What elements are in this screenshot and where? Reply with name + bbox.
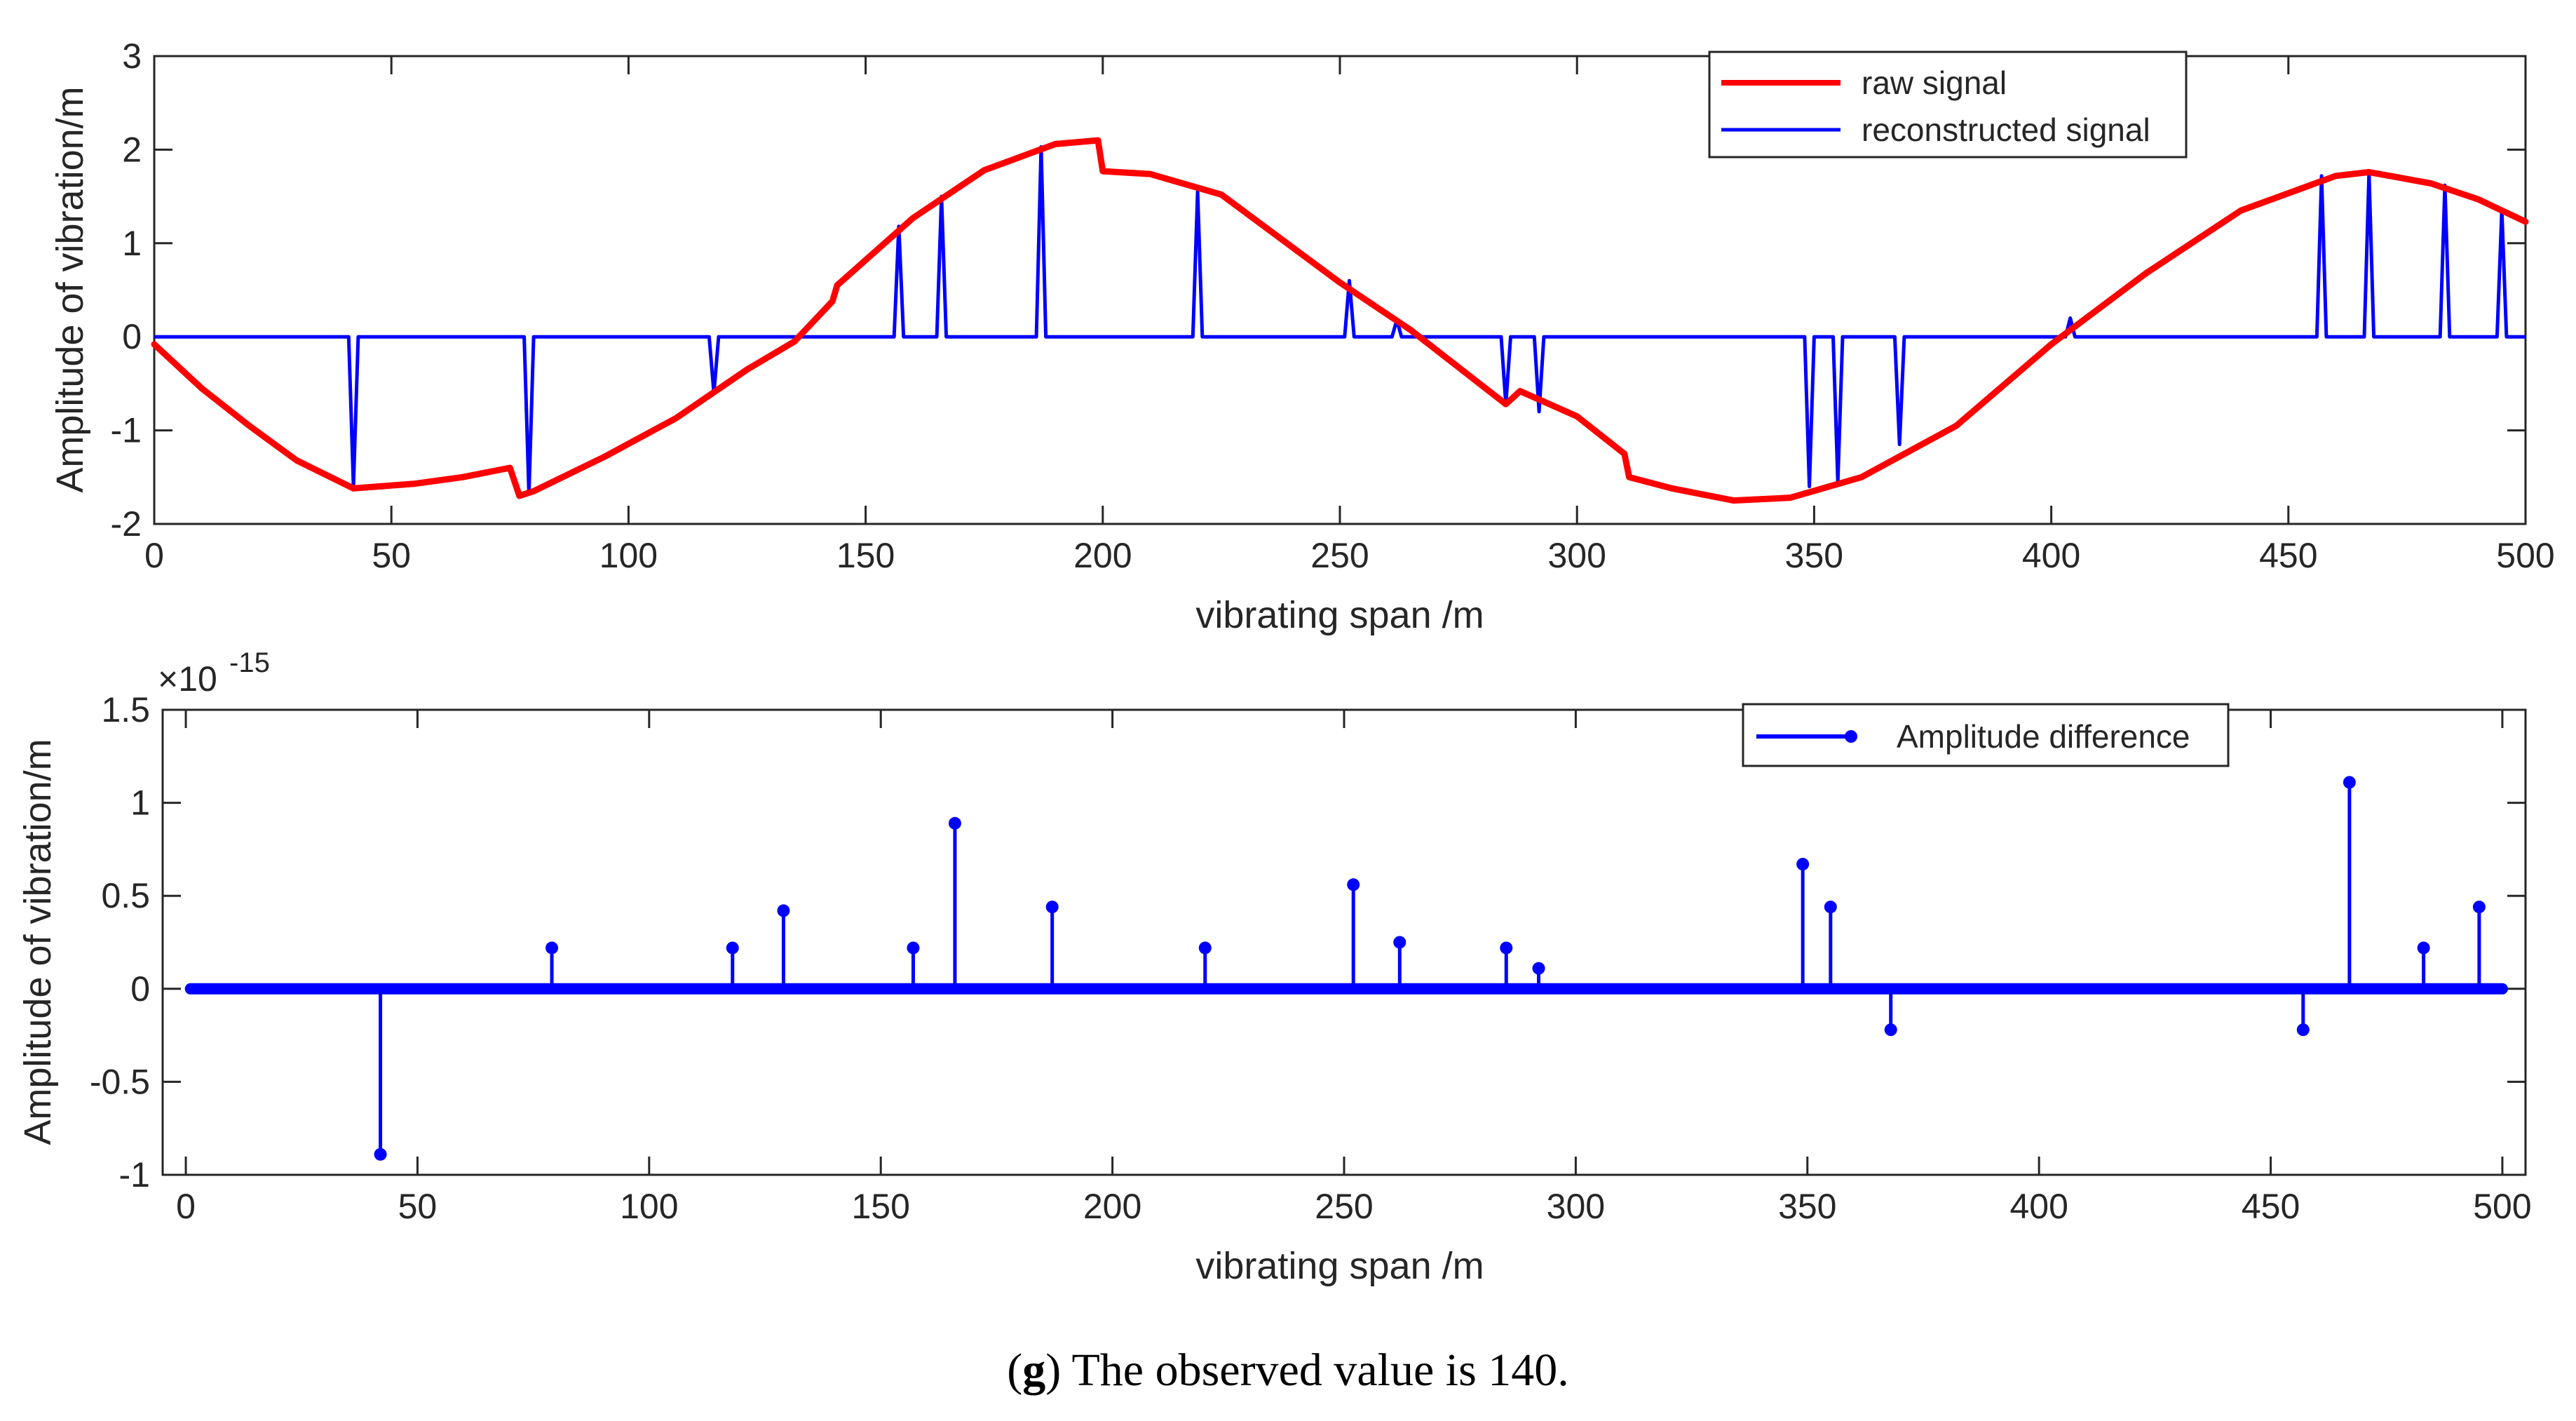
stem-marker	[374, 1147, 387, 1161]
legend-amplitude-difference-marker	[1845, 730, 1857, 743]
stem-marker	[1884, 1023, 1897, 1037]
top-plot-xtick-label: 50	[372, 536, 411, 575]
bottom-plot-ytick-label: 0	[130, 969, 150, 1009]
stem-marker	[1393, 936, 1406, 949]
stem-marker	[777, 904, 790, 917]
reconstructed-signal-line	[154, 144, 2526, 496]
legend-raw-signal-label: raw signal	[1862, 65, 2007, 101]
top-plot-xlabel: vibrating span /m	[1195, 594, 1484, 636]
stem-marker	[1824, 901, 1837, 914]
raw-signal-line	[151, 137, 2529, 504]
legend-reconstructed-signal-label: reconstructed signal	[1862, 112, 2150, 148]
top-plot-ytick-label: -1	[111, 411, 142, 450]
top-plot-xtick-label: 450	[2259, 536, 2317, 575]
top-plot-xtick-label: 400	[2022, 536, 2080, 575]
stem-marker	[545, 941, 559, 955]
top-plot-ytick-label: 3	[122, 36, 142, 76]
top-plot-ticks: 0 50 100 150 200 250 300 350 400 450 500 -2 -1 0 1 2 3	[111, 36, 2555, 575]
bottom-plot-xtick-label: 0	[176, 1187, 196, 1226]
top-plot-xtick-label: 350	[1785, 536, 1843, 575]
stem-marker	[2417, 941, 2430, 955]
stem-marker	[1198, 941, 1212, 955]
top-plot-xtick-label: 500	[2496, 536, 2554, 575]
bottom-plot-xtick-label: 250	[1315, 1187, 1373, 1226]
bottom-plot: 0 50 100 150 200 250 300 350 400 450 500 -1 -0.5 0 0.5…	[17, 647, 2532, 1287]
top-plot-xtick-label: 0	[144, 536, 164, 575]
top-plot-xtick-label: 150	[836, 536, 895, 575]
top-plot-ytick-label: -2	[111, 504, 142, 544]
top-plot-xtick-label: 300	[1547, 536, 1606, 575]
stem-marker	[2343, 776, 2356, 789]
top-plot-xtick-label: 250	[1310, 536, 1369, 575]
bottom-plot-xtick-label: 400	[2009, 1187, 2068, 1226]
stem-marker	[948, 816, 961, 830]
caption-letter: g	[1022, 1345, 1045, 1396]
bottom-plot-exponent-base: ×10	[158, 659, 217, 699]
bottom-plot-legend: Amplitude difference	[1742, 703, 2230, 767]
caption-close-paren: )	[1045, 1345, 1061, 1396]
bottom-plot-xtick-label: 500	[2473, 1187, 2531, 1226]
top-plot: 0 50 100 150 200 250 300 350 400 450 500 -2 -1 0 1 2 3 v…	[49, 36, 2555, 636]
bottom-plot-frame	[161, 708, 2527, 1176]
bottom-plot-stems	[184, 776, 2508, 1161]
stem-marker	[2472, 901, 2486, 914]
bottom-plot-ticks: 0 50 100 150 200 250 300 350 400 450 500 -1 -0.5 0 0.5…	[90, 690, 2532, 1226]
stem-marker	[907, 941, 920, 955]
caption-text: The observed value is 140.	[1061, 1345, 1569, 1396]
top-plot-legend: raw signal reconstructed signal	[1708, 50, 2188, 159]
legend-amplitude-difference-label: Amplitude difference	[1897, 718, 2190, 755]
bottom-plot-ylabel: Amplitude of vibration/m	[17, 739, 59, 1145]
top-plot-xtick-label: 100	[599, 536, 658, 575]
bottom-plot-xtick-label: 200	[1083, 1187, 1141, 1226]
stem-marker	[2296, 1023, 2310, 1037]
bottom-plot-xtick-label: 50	[398, 1187, 438, 1226]
top-plot-legend-box	[1708, 50, 2188, 159]
bottom-plot-ytick-label: 1.5	[101, 690, 150, 729]
bottom-plot-xtick-label: 300	[1547, 1187, 1605, 1226]
bottom-plot-xtick-label: 350	[1778, 1187, 1836, 1226]
top-plot-lines	[151, 137, 2529, 504]
top-plot-ytick-label: 2	[122, 130, 142, 169]
top-plot-ylabel: Amplitude of vibration/m	[49, 86, 91, 492]
top-plot-xtick-label: 200	[1073, 536, 1132, 575]
stem-marker	[1532, 962, 1545, 975]
stem-marker	[1347, 878, 1360, 891]
bottom-plot-ytick-label: 0.5	[101, 876, 150, 915]
bottom-plot-exponent-power: -15	[229, 647, 270, 678]
bottom-plot-xtick-label: 150	[851, 1187, 909, 1226]
top-plot-ytick-label: 1	[122, 224, 142, 263]
top-plot-ytick-label: 0	[122, 317, 142, 356]
stem-marker	[1500, 941, 1513, 955]
figure-caption: (g) The observed value is 140.	[1007, 1345, 1569, 1396]
bottom-plot-ytick-label: -0.5	[90, 1062, 150, 1101]
bottom-plot-xtick-label: 100	[620, 1187, 678, 1226]
bottom-plot-ytick-label: -1	[119, 1155, 150, 1194]
bottom-plot-xtick-label: 450	[2242, 1187, 2300, 1226]
bottom-plot-ytick-label: 1	[130, 783, 150, 823]
stem-marker	[726, 941, 739, 955]
bottom-plot-xlabel: vibrating span /m	[1195, 1245, 1484, 1287]
stem-marker	[1796, 858, 1810, 871]
stem-marker	[1045, 901, 1059, 914]
caption-open-paren: (	[1007, 1345, 1022, 1396]
